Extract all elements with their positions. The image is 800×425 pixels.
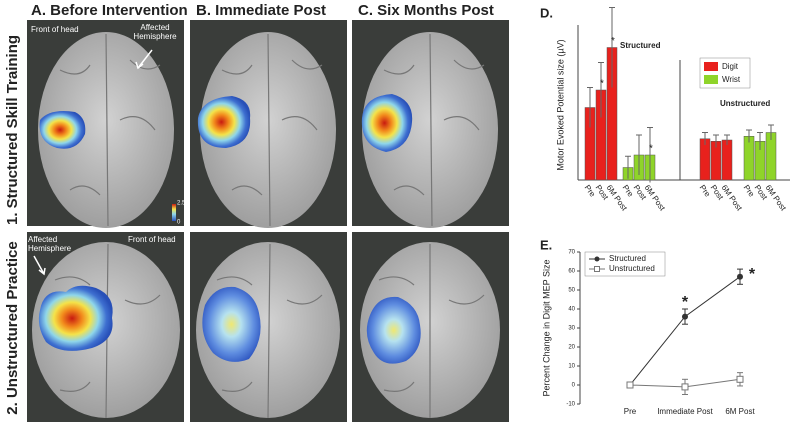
activation-map — [202, 286, 261, 362]
point — [682, 313, 688, 320]
legend-swatch — [704, 75, 718, 84]
y-tick-label: 30 — [568, 326, 575, 332]
x-tick-label: Pre — [583, 183, 598, 199]
sulci — [54, 33, 485, 419]
column-title: A. Before Intervention — [31, 2, 188, 19]
point — [626, 381, 634, 389]
x-tick-label: 6M Post — [720, 183, 745, 213]
colorbar-label: 2.5 — [177, 201, 186, 207]
legend-marker — [594, 266, 600, 272]
annotation-box: Affected Hemisphere — [28, 235, 72, 253]
activation-map — [39, 111, 86, 149]
column-title: C. Six Months Post — [358, 2, 494, 19]
bar — [721, 139, 733, 181]
legend-label: Digit — [722, 62, 739, 71]
x-tick-label: 6M Post — [643, 183, 668, 213]
significance-marker: * — [682, 294, 689, 311]
legend-swatch — [704, 62, 718, 71]
y-tick-label: 20 — [568, 345, 575, 351]
group-label: Structured — [620, 41, 661, 50]
activation-map — [38, 285, 113, 351]
x-tick-label: Pre — [621, 183, 636, 199]
column-title: B. Immediate Post — [196, 2, 326, 19]
y-tick-label: 40 — [568, 307, 575, 313]
point — [736, 375, 744, 383]
bar — [743, 136, 755, 181]
point — [737, 273, 743, 280]
x-tick-label: 6M Post — [725, 407, 755, 416]
colorbar — [172, 204, 176, 221]
y-tick-label: 60 — [568, 269, 575, 275]
arrow — [33, 255, 45, 275]
annotation: Front of head — [128, 235, 176, 244]
x-tick-label: 6M Post — [764, 183, 789, 213]
y-tick-label: 10 — [568, 364, 575, 370]
annotation-box: Affected Hemisphere — [133, 23, 177, 41]
arrow-head — [135, 61, 144, 70]
y-tick-label: 0 — [572, 383, 576, 389]
row-title: 1. Structured Skill Training — [4, 35, 21, 225]
y-tick-label: -10 — [566, 402, 575, 408]
activation-map — [361, 94, 413, 152]
y-axis-label: Motor Evoked Potential size (µV) — [555, 39, 565, 170]
colorbar-label: 0 — [177, 220, 181, 226]
activation-map — [366, 296, 421, 364]
arrow — [137, 49, 153, 69]
legend-marker — [594, 256, 600, 262]
point — [681, 383, 689, 391]
y-axis-label: Percent Change in Digit MEP Size — [541, 260, 551, 397]
x-tick-label: Immediate Post — [657, 407, 713, 416]
brain-images: Front of head Affected Hemisphere 2.5 0 … — [27, 20, 509, 422]
activation-map — [197, 96, 251, 148]
significance-marker: * — [749, 266, 756, 283]
y-tick-label: 50 — [568, 288, 575, 294]
brain — [196, 242, 340, 418]
brain — [38, 32, 174, 228]
arrow-head — [38, 267, 46, 276]
annotation: Front of head — [31, 25, 79, 34]
annotation: Affected Hemisphere — [28, 235, 72, 253]
x-tick-label: Pre — [742, 183, 757, 199]
brain — [362, 32, 498, 228]
y-tick-label: 70 — [568, 250, 575, 256]
significance-marker: * — [611, 36, 615, 47]
annotation: Affected Hemisphere — [133, 23, 177, 41]
legend-label: Wrist — [722, 75, 741, 84]
panel-label: E. — [540, 237, 552, 252]
legend-label: Structured — [609, 254, 646, 263]
row-title: 2. Unstructured Practice — [4, 241, 21, 414]
significance-marker: * — [649, 144, 653, 155]
panel-label: D. — [540, 5, 553, 20]
significance-marker: * — [600, 79, 604, 90]
legend-label: Unstructured — [609, 264, 655, 273]
x-tick-label: Pre — [698, 183, 713, 199]
brain — [200, 32, 336, 228]
group-label: Unstructured — [720, 99, 770, 108]
x-tick-label: Pre — [624, 407, 637, 416]
